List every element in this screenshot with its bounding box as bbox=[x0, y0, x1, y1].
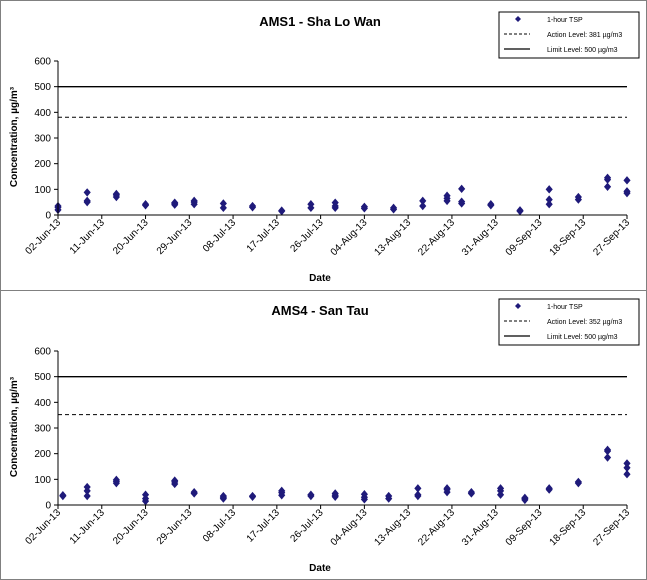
data-point bbox=[248, 491, 257, 501]
data-point bbox=[545, 195, 553, 204]
data-point bbox=[307, 490, 315, 499]
data-point bbox=[307, 200, 315, 209]
chart-panel-ams1: AMS1 - Sha Lo Wan Date Concentration, µg… bbox=[9, 11, 640, 284]
data-points bbox=[59, 445, 631, 506]
data-point bbox=[141, 200, 150, 209]
x-axis-title: Date bbox=[309, 273, 331, 284]
data-point bbox=[623, 176, 631, 185]
y-axis-title: Concentration, µg/m³ bbox=[9, 376, 20, 477]
legend: 1-hour TSP Action Level: 381 µg/m3 Limit… bbox=[498, 11, 640, 59]
legend: 1-hour TSP Action Level: 352 µg/m3 Limit… bbox=[498, 298, 640, 346]
data-point bbox=[623, 470, 631, 479]
legend-label-tsp: 1-hour TSP bbox=[547, 17, 583, 24]
data-point bbox=[171, 198, 179, 207]
data-point bbox=[360, 202, 368, 211]
data-point bbox=[83, 188, 91, 197]
y-tick-label: 0 bbox=[45, 211, 51, 222]
y-axis-title: Concentration, µg/m³ bbox=[9, 86, 20, 187]
data-point bbox=[219, 203, 227, 213]
y-tick-label: 400 bbox=[34, 108, 51, 119]
y-tick-label: 500 bbox=[34, 82, 51, 93]
data-point bbox=[521, 493, 529, 503]
data-point bbox=[623, 187, 631, 196]
axes bbox=[57, 351, 627, 506]
data-point bbox=[331, 489, 339, 498]
data-point bbox=[623, 459, 631, 468]
data-point bbox=[545, 484, 553, 493]
data-point bbox=[112, 475, 120, 485]
data-point bbox=[112, 189, 120, 199]
y-tick-label: 200 bbox=[34, 449, 51, 460]
y-tick-label: 300 bbox=[34, 134, 51, 145]
chart-title: AMS4 - San Tau bbox=[271, 303, 368, 318]
y-axis-ticks: 0 100 200 300 400 500 600 bbox=[34, 347, 58, 512]
legend-label-tsp: 1-hour TSP bbox=[547, 304, 583, 311]
data-point bbox=[59, 491, 67, 500]
data-point bbox=[83, 196, 91, 206]
legend-box bbox=[498, 11, 640, 59]
legend-label-limit: Limit Level: 500 µg/m3 bbox=[547, 334, 618, 341]
data-point bbox=[419, 196, 427, 206]
y-tick-label: 400 bbox=[34, 398, 51, 409]
data-point bbox=[141, 490, 150, 499]
y-tick-label: 0 bbox=[45, 501, 51, 512]
reference-lines bbox=[58, 86, 627, 118]
data-point bbox=[458, 197, 466, 206]
data-point bbox=[516, 206, 524, 215]
data-point bbox=[603, 173, 612, 182]
y-tick-label: 100 bbox=[34, 185, 51, 196]
data-point bbox=[414, 484, 422, 493]
data-point bbox=[278, 206, 286, 215]
data-point bbox=[623, 463, 631, 472]
data-point bbox=[574, 477, 582, 487]
data-point bbox=[419, 201, 427, 211]
data-point bbox=[190, 487, 198, 497]
data-point bbox=[496, 484, 505, 493]
y-axis-ticks: 0 100 200 300 400 500 600 bbox=[34, 57, 58, 222]
y-tick-label: 200 bbox=[34, 159, 51, 170]
data-point bbox=[443, 484, 451, 493]
legend-label-limit: Limit Level: 500 µg/m3 bbox=[547, 47, 618, 54]
data-point bbox=[458, 184, 466, 194]
y-tick-label: 600 bbox=[34, 347, 51, 358]
data-point bbox=[545, 185, 553, 194]
data-point bbox=[219, 491, 227, 501]
data-point bbox=[603, 182, 612, 191]
data-point bbox=[414, 490, 422, 499]
reference-lines bbox=[58, 376, 627, 416]
legend-marker-diamond bbox=[515, 16, 521, 22]
data-point bbox=[603, 445, 612, 455]
legend-label-action: Action Level: 352 µg/m3 bbox=[547, 319, 622, 326]
legend-marker-diamond bbox=[515, 303, 521, 309]
legend-box bbox=[498, 298, 640, 346]
y-tick-label: 500 bbox=[34, 372, 51, 383]
data-point bbox=[603, 453, 612, 462]
x-axis-title: Date bbox=[309, 563, 331, 574]
data-point bbox=[278, 486, 286, 496]
data-point bbox=[443, 191, 451, 200]
data-point bbox=[83, 482, 91, 492]
data-point bbox=[83, 491, 91, 501]
chart-title: AMS1 - Sha Lo Wan bbox=[259, 14, 381, 29]
data-point bbox=[171, 476, 179, 485]
data-point bbox=[389, 203, 398, 213]
data-point bbox=[248, 201, 257, 211]
data-point bbox=[219, 199, 227, 208]
axes bbox=[57, 61, 627, 216]
legend-label-action: Action Level: 381 µg/m3 bbox=[547, 32, 622, 39]
data-point bbox=[385, 491, 393, 501]
data-point bbox=[574, 192, 582, 202]
data-point bbox=[331, 198, 339, 207]
y-tick-label: 300 bbox=[34, 424, 51, 435]
y-tick-label: 600 bbox=[34, 57, 51, 68]
data-point bbox=[487, 200, 495, 209]
y-tick-label: 100 bbox=[34, 475, 51, 486]
data-point bbox=[360, 490, 368, 499]
data-point bbox=[545, 200, 553, 209]
data-point bbox=[467, 487, 475, 497]
data-point bbox=[190, 196, 198, 206]
